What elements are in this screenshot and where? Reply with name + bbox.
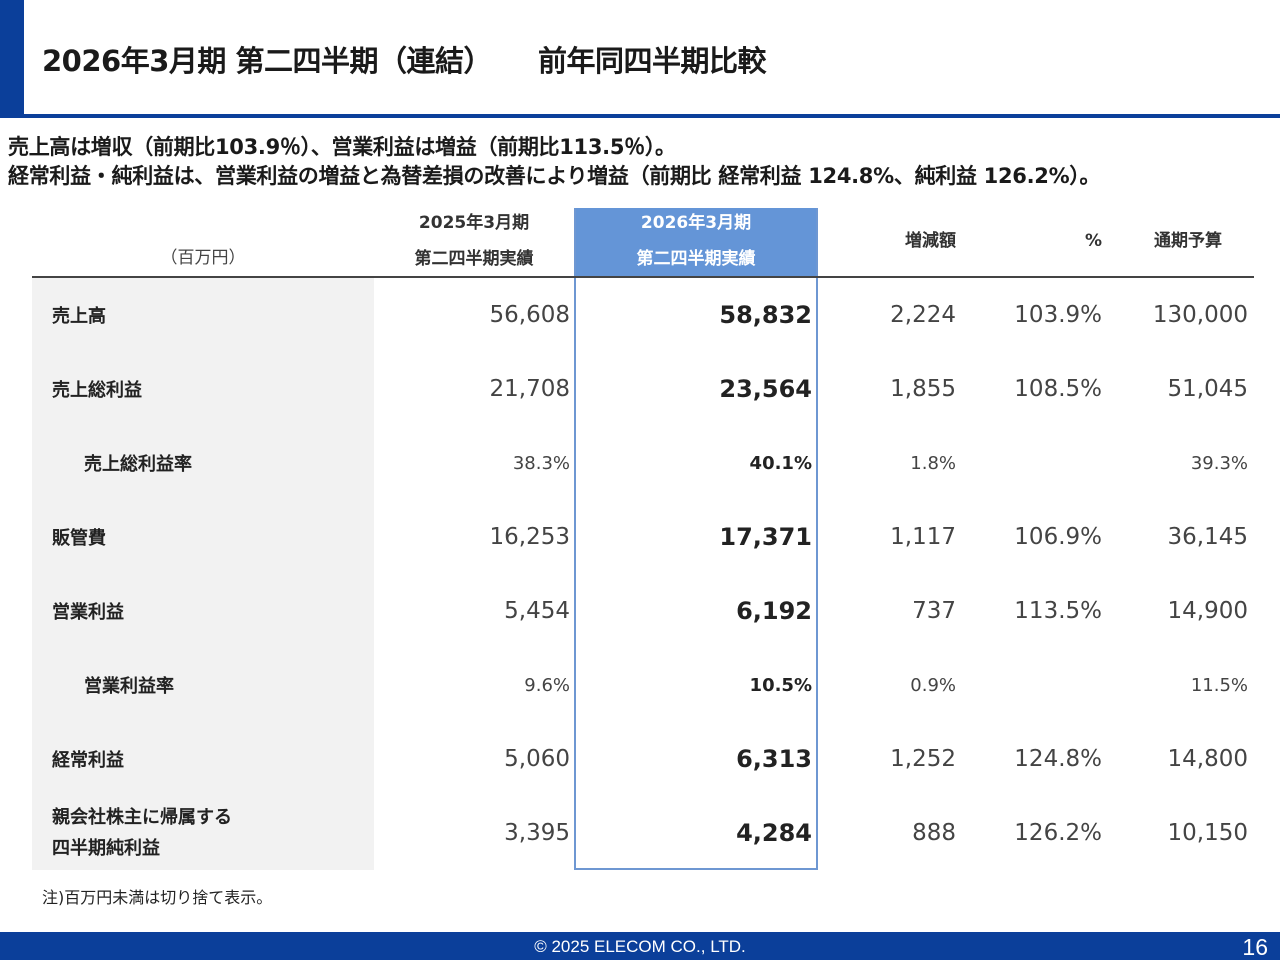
cell-difference: 888 (912, 820, 956, 846)
row-label-line-2: 四半期純利益 (52, 838, 160, 859)
cell-percent: 103.9% (1014, 302, 1102, 328)
unit-label: （百万円） (160, 248, 246, 268)
header: 2026年3月期 第二四半期（連結） 前年同四半期比較 (0, 0, 1280, 118)
cell-current: 6,192 (736, 597, 812, 625)
cell-percent: 113.5% (1014, 598, 1102, 624)
table-row: 販管費 16,253 17,371 1,117 106.9% 36,145 (0, 500, 1280, 574)
cell-budget: 14,800 (1167, 746, 1248, 772)
cell-prev: 9.6% (524, 674, 570, 696)
cell-prev: 5,060 (504, 746, 570, 772)
row-label: 売上総利益率 (84, 454, 192, 475)
table-row: 売上総利益率 38.3% 40.1% 1.8% 39.3% (0, 426, 1280, 500)
page-title-main: 2026年3月期 第二四半期（連結） (42, 44, 493, 78)
header-budget: 通期予算 (1154, 231, 1222, 251)
cell-prev: 16,253 (489, 524, 570, 550)
cell-difference: 2,224 (890, 302, 956, 328)
cell-current: 6,313 (736, 745, 812, 773)
row-label: 売上高 (52, 306, 106, 327)
cell-current: 4,284 (736, 819, 812, 847)
cell-percent: 106.9% (1014, 524, 1102, 550)
summary-line-1: 売上高は増収（前期比103.9％）、営業利益は増益（前期比113.5％）。 (8, 135, 676, 159)
cell-budget: 11.5% (1190, 674, 1248, 696)
header-rule (0, 114, 1280, 118)
row-label: 営業利益率 (84, 676, 174, 697)
header-current-year: 2026年3月期 (640, 213, 752, 233)
cell-prev: 56,608 (489, 302, 570, 328)
cell-percent: 124.8% (1014, 746, 1102, 772)
row-label: 販管費 (52, 528, 106, 549)
label-column-background (32, 278, 374, 870)
cell-current: 17,371 (719, 523, 812, 551)
cell-percent (958, 426, 1102, 500)
header-difference: 増減額 (905, 231, 956, 251)
cell-current: 10.5% (749, 674, 812, 696)
table-row: 経常利益 5,060 6,313 1,252 124.8% 14,800 (0, 722, 1280, 796)
summary-line-2: 経常利益・純利益は、営業利益の増益と為替差損の改善により増益（前期比 経常利益 … (8, 164, 1101, 188)
cell-difference: 0.9% (910, 674, 956, 696)
summary: 売上高は増収（前期比103.9％）、営業利益は増益（前期比113.5％）。 経常… (8, 133, 1280, 191)
header-prev-year: 2025年3月期 (418, 213, 530, 233)
copyright: © 2025 ELECOM CO., LTD. (534, 937, 746, 956)
cell-difference: 1,252 (890, 746, 956, 772)
table-row: 売上総利益 21,708 23,564 1,855 108.5% 51,045 (0, 352, 1280, 426)
cell-current: 40.1% (749, 452, 812, 474)
cell-prev: 38.3% (512, 452, 570, 474)
row-label: 経常利益 (52, 750, 124, 771)
cell-current: 23,564 (719, 375, 812, 403)
row-label: 営業利益 (52, 602, 124, 623)
table-row: 営業利益率 9.6% 10.5% 0.9% 11.5% (0, 648, 1280, 722)
cell-current: 58,832 (719, 301, 812, 329)
cell-prev: 21,708 (489, 376, 570, 402)
highlight-header-border (574, 208, 818, 278)
header-current-period: 第二四半期実績 (636, 249, 756, 269)
row-label: 売上総利益 (52, 380, 142, 401)
cell-budget: 14,900 (1167, 598, 1248, 624)
page-number: 16 (1242, 934, 1268, 960)
cell-difference: 1.8% (910, 452, 956, 474)
cell-budget: 130,000 (1152, 302, 1248, 328)
highlight-column-border (574, 278, 818, 870)
table-row: 親会社株主に帰属する 四半期純利益 3,395 4,284 888 126.2%… (0, 796, 1280, 870)
highlight-header-background (574, 208, 818, 278)
row-label: 親会社株主に帰属する 四半期純利益 (52, 796, 372, 870)
financial-table: （百万円） 2025年3月期 第二四半期実績 2026年3月期 第二四半期実績 … (0, 205, 1280, 875)
cell-difference: 737 (912, 598, 956, 624)
cell-budget: 51,045 (1167, 376, 1248, 402)
header-accent-bar (0, 0, 24, 116)
header-percent: % (1084, 231, 1102, 251)
cell-difference: 1,117 (890, 524, 956, 550)
cell-budget: 39.3% (1190, 452, 1248, 474)
footer: © 2025 ELECOM CO., LTD. 16 (0, 932, 1280, 960)
cell-budget: 36,145 (1167, 524, 1248, 550)
table-row: 営業利益 5,454 6,192 737 113.5% 14,900 (0, 574, 1280, 648)
page-title: 2026年3月期 第二四半期（連結） 前年同四半期比較 (42, 38, 767, 80)
footnote: 注)百万円未満は切り捨て表示。 (42, 888, 273, 907)
header-prev-period: 第二四半期実績 (414, 249, 534, 269)
cell-percent: 108.5% (1014, 376, 1102, 402)
cell-budget: 10,150 (1167, 820, 1248, 846)
table-row: 売上高 56,608 58,832 2,224 103.9% 130,000 (0, 278, 1280, 352)
header-rule-line (32, 276, 1254, 278)
cell-difference: 1,855 (890, 376, 956, 402)
row-label-line-1: 親会社株主に帰属する (52, 807, 232, 828)
cell-prev: 3,395 (504, 820, 570, 846)
cell-percent: 126.2% (1014, 820, 1102, 846)
cell-prev: 5,454 (504, 598, 570, 624)
cell-percent (958, 648, 1102, 722)
page-subtitle: 前年同四半期比較 (538, 44, 767, 78)
